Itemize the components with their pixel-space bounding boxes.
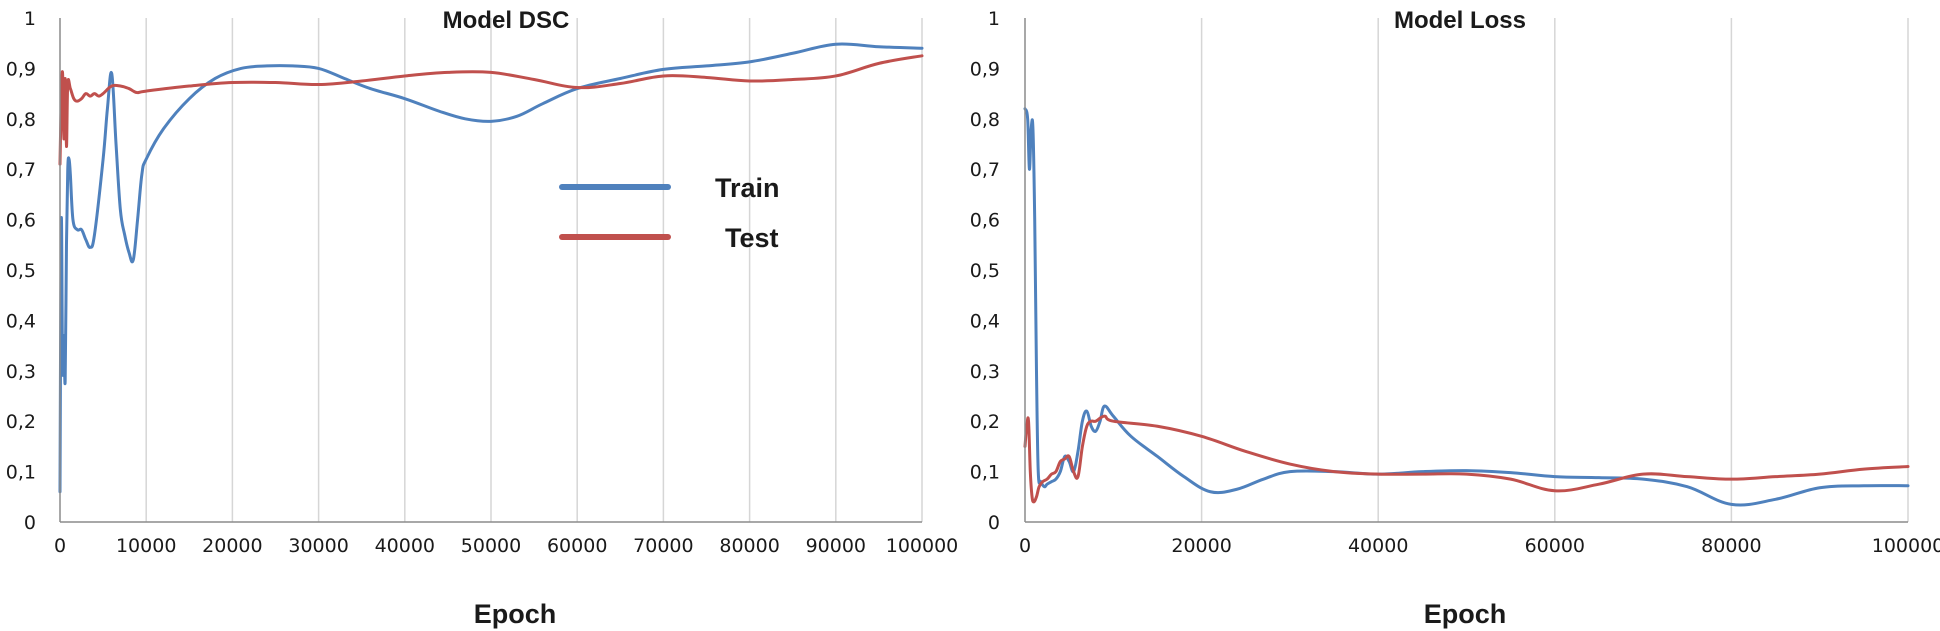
dsc-legend: Train Test — [559, 173, 780, 253]
loss-y-tick-6: 0,6 — [970, 210, 1000, 232]
dsc-y-tick-6: 0,6 — [6, 210, 36, 232]
dsc-y-tick-10: 1 — [24, 8, 36, 30]
loss-x-tick-2: 40000 — [1348, 535, 1408, 557]
loss-x-tick-0: 0 — [1019, 535, 1031, 557]
loss-series-train-line — [1023, 107, 1910, 507]
loss-y-tick-5: 0,5 — [970, 260, 1000, 282]
loss-axes — [1024, 18, 1908, 523]
loss-series — [1023, 107, 1910, 507]
dsc-y-tick-1: 0,1 — [6, 462, 36, 484]
loss-x-tick-4: 80000 — [1701, 535, 1761, 557]
loss-y-tick-4: 0,4 — [970, 310, 1000, 332]
dsc-ticks: 0 10000 20000 30000 40000 50000 60000 70000 8000… — [6, 8, 958, 557]
dsc-y-tick-9: 0,9 — [6, 58, 36, 80]
dsc-y-tick-0: 0 — [24, 512, 36, 534]
dsc-x-tick-6: 60000 — [547, 535, 607, 557]
loss-x-tick-3: 60000 — [1525, 535, 1585, 557]
dsc-y-tick-5: 0,5 — [6, 260, 36, 282]
legend-label-test: Test — [725, 223, 779, 253]
loss-x-tick-1: 20000 — [1171, 535, 1231, 557]
dsc-x-tick-3: 30000 — [288, 535, 348, 557]
dsc-y-tick-7: 0,7 — [6, 159, 36, 181]
loss-gridlines — [1200, 18, 1909, 522]
dsc-y-tick-8: 0,8 — [6, 109, 36, 131]
dsc-x-tick-2: 20000 — [202, 535, 262, 557]
loss-y-tick-8: 0,8 — [970, 109, 1000, 131]
loss-ticks: 0 20000 40000 60000 80000 100000 0 0,1 0,2 0,3 0,4… — [970, 8, 1940, 557]
dsc-x-tick-8: 80000 — [719, 535, 779, 557]
loss-y-tick-7: 0,7 — [970, 159, 1000, 181]
dsc-chart-title: Model DSC — [443, 7, 570, 34]
loss-series-test-line — [1023, 414, 1910, 504]
loss-y-tick-9: 0,9 — [970, 58, 1000, 80]
dsc-x-tick-7: 70000 — [633, 535, 693, 557]
legend-label-train: Train — [715, 173, 780, 203]
loss-y-tick-0: 0 — [988, 512, 1000, 534]
dsc-x-tick-0: 0 — [54, 535, 66, 557]
loss-chart-title: Model Loss — [1394, 7, 1526, 34]
loss-y-tick-2: 0,2 — [970, 411, 1000, 433]
dsc-x-tick-4: 40000 — [375, 535, 435, 557]
dsc-series-train-line — [58, 42, 924, 494]
loss-y-tick-3: 0,3 — [970, 361, 1000, 383]
chart-model-loss: 0 20000 40000 60000 80000 100000 0 0,1 0,2 0,3 0,4… — [970, 7, 1940, 629]
dsc-x-tick-9: 90000 — [806, 535, 866, 557]
dsc-x-tick-1: 10000 — [116, 535, 176, 557]
chart-model-dsc: 0 10000 20000 30000 40000 50000 60000 70000 8000… — [6, 7, 958, 629]
loss-y-tick-10: 1 — [988, 8, 1000, 30]
dsc-y-tick-4: 0,4 — [6, 310, 36, 332]
dsc-series-test-line — [58, 54, 924, 166]
dsc-axes — [59, 18, 922, 523]
dsc-x-tick-10: 100000 — [886, 535, 959, 557]
loss-y-tick-1: 0,1 — [970, 462, 1000, 484]
dsc-y-tick-3: 0,3 — [6, 361, 36, 383]
dsc-x-tick-5: 50000 — [461, 535, 521, 557]
dsc-y-tick-2: 0,2 — [6, 411, 36, 433]
dsc-x-axis-label: Epoch — [474, 599, 557, 629]
loss-x-axis-label: Epoch — [1424, 599, 1507, 629]
dsc-gridlines — [145, 18, 923, 522]
dsc-series — [58, 42, 924, 494]
loss-x-tick-5: 100000 — [1872, 535, 1940, 557]
